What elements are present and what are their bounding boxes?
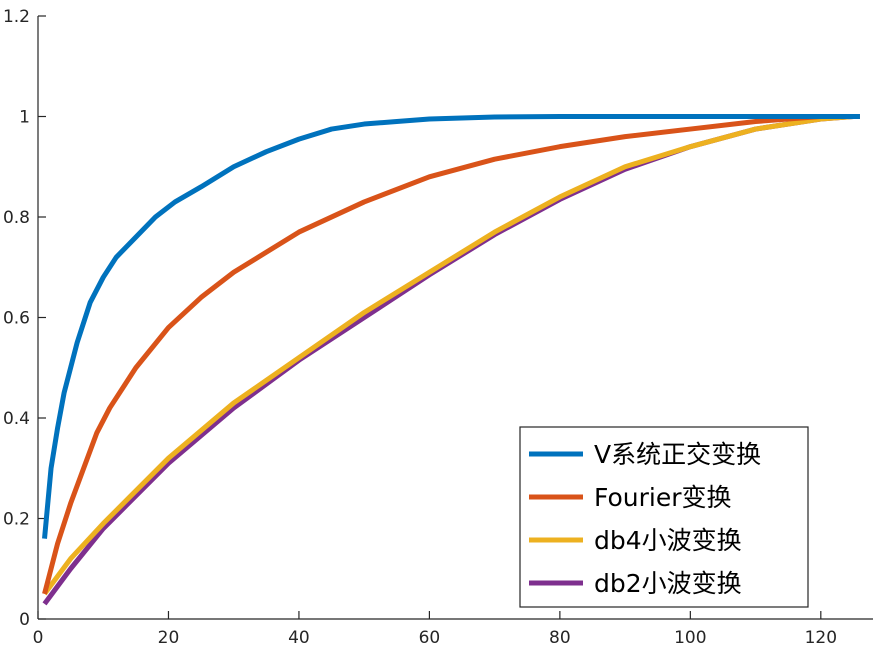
y-tick-label: 1.2 [3,7,30,27]
x-tick-label: 80 [549,628,571,648]
legend-entry-label: db4小波变换 [594,526,742,555]
legend-entry-label: V系统正交变换 [594,440,761,469]
y-tick-label: 0.4 [3,409,30,429]
legend-entry-label: Fourier变换 [594,483,732,512]
x-tick-label: 40 [288,628,310,648]
axes: 0 20 40 60 80 100 120 0 0.2 0.4 0.6 0.8 1 1.2 [3,7,873,648]
series-group [42,114,860,606]
legend: V系统正交变换 Fourier变换 db4小波变换 db2小波变换 [519,426,809,608]
series-line [42,114,860,595]
legend-box [519,426,809,608]
y-tick-label: 0 [19,610,30,630]
x-tick-label: 60 [419,628,441,648]
x-tick-label: 100 [674,628,706,648]
series-line [42,114,860,539]
y-tick-label: 1 [19,108,30,128]
y-tick-label: 0.8 [3,208,30,228]
legend-entry-label: db2小波变换 [594,569,742,598]
series-line [42,114,854,596]
y-tick-label: 0.6 [3,309,30,329]
x-tick-label: 0 [33,628,44,648]
x-tick-label: 120 [805,628,837,648]
y-tick-label: 0.2 [3,510,30,530]
x-tick-label: 20 [158,628,180,648]
